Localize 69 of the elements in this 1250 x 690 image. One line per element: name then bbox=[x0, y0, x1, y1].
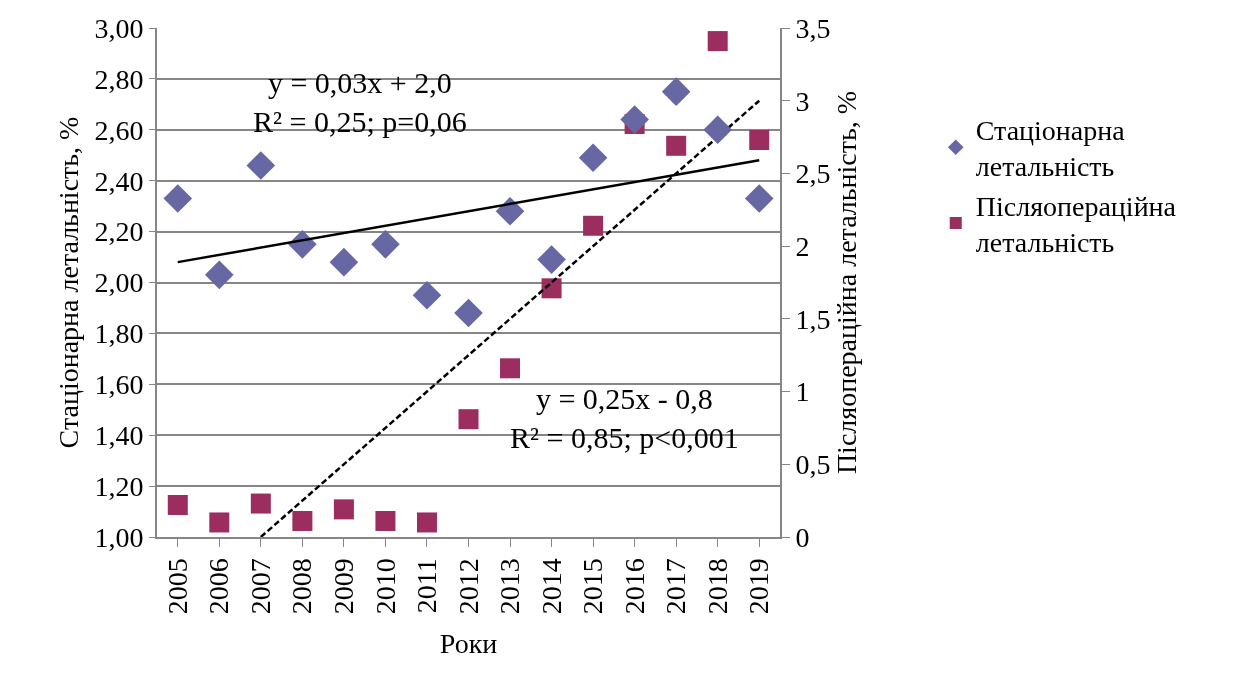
y-tick-label: 2,80 bbox=[94, 63, 144, 95]
x-tick-label: 2019 bbox=[743, 558, 775, 615]
x-tick-label: 2006 bbox=[203, 558, 235, 615]
point bbox=[541, 278, 562, 299]
point bbox=[744, 184, 774, 213]
point bbox=[375, 511, 396, 531]
point bbox=[707, 31, 728, 52]
point bbox=[250, 493, 271, 514]
x-tick-label: 2016 bbox=[618, 558, 650, 615]
point bbox=[246, 151, 276, 180]
point bbox=[416, 512, 437, 533]
legend-label: Післяопераційна летальність bbox=[975, 190, 1177, 259]
x-tick-label: 2008 bbox=[286, 558, 318, 615]
y-tick-label: 1,20 bbox=[94, 470, 144, 502]
point bbox=[537, 245, 566, 274]
point bbox=[620, 105, 649, 134]
x-tick-label: 2011 bbox=[411, 558, 443, 614]
y2-axis-title: Післяопераційна летальність, % bbox=[830, 90, 862, 475]
x-tick-label: 2013 bbox=[494, 558, 526, 615]
point bbox=[666, 135, 687, 156]
y2-tick-label: 3,5 bbox=[795, 12, 831, 44]
point bbox=[412, 280, 442, 310]
x-tick-label: 2018 bbox=[701, 558, 733, 615]
point bbox=[329, 247, 359, 277]
y-axis-title: Стаціонарна летальність, % bbox=[52, 116, 84, 449]
point bbox=[703, 115, 732, 145]
point bbox=[209, 512, 230, 533]
point bbox=[167, 495, 188, 516]
x-tick-label: 2014 bbox=[535, 558, 567, 615]
y-tick-label: 2,00 bbox=[94, 267, 144, 299]
y2-tick-label: 1,5 bbox=[795, 303, 831, 335]
y-tick-label: 3,00 bbox=[94, 12, 144, 44]
y-tick-label: 1,40 bbox=[94, 420, 144, 451]
y-tick-label: 1,60 bbox=[94, 369, 144, 401]
x-tick-label: 2009 bbox=[328, 558, 359, 615]
point bbox=[578, 143, 608, 173]
legend-label: Стаціонарна летальність bbox=[975, 114, 1126, 183]
x-tick-label: 2005 bbox=[161, 558, 193, 615]
x-tick-label: 2007 bbox=[244, 558, 276, 615]
y2-tick-label: 0,5 bbox=[795, 449, 831, 481]
x-axis-title: Роки bbox=[439, 627, 498, 659]
annotation: y = 0,25x - 0,8 R² = 0,85; p<0,001 bbox=[510, 382, 739, 454]
point bbox=[583, 215, 604, 236]
point bbox=[495, 196, 525, 226]
x-tick-label: 2015 bbox=[577, 558, 609, 615]
point bbox=[454, 298, 483, 328]
point bbox=[661, 77, 691, 106]
x-tick-label: 2017 bbox=[660, 558, 692, 615]
y2-tick-label: 2 bbox=[795, 230, 810, 262]
point bbox=[749, 129, 770, 150]
y-tick-label: 2,20 bbox=[94, 216, 144, 248]
y-tick-label: 2,60 bbox=[94, 114, 144, 146]
y2-tick-label: 0 bbox=[795, 521, 810, 553]
x-tick-label: 2010 bbox=[369, 558, 401, 615]
y2-tick-label: 3 bbox=[795, 85, 810, 117]
point bbox=[500, 358, 521, 379]
x-tick-label: 2012 bbox=[452, 558, 484, 615]
y-tick-label: 1,00 bbox=[94, 521, 144, 553]
point bbox=[458, 409, 479, 430]
point bbox=[333, 499, 354, 520]
point bbox=[205, 260, 234, 290]
point bbox=[292, 511, 313, 531]
y2-tick-label: 2,5 bbox=[795, 158, 831, 190]
y-tick-label: 2,40 bbox=[94, 165, 144, 197]
y-tick-label: 1,80 bbox=[94, 318, 144, 350]
annotation: y = 0,03x + 2,0 R² = 0,25; p=0,06 bbox=[253, 66, 467, 138]
point bbox=[371, 230, 400, 259]
point bbox=[163, 184, 193, 213]
y2-tick-label: 1 bbox=[795, 376, 810, 408]
